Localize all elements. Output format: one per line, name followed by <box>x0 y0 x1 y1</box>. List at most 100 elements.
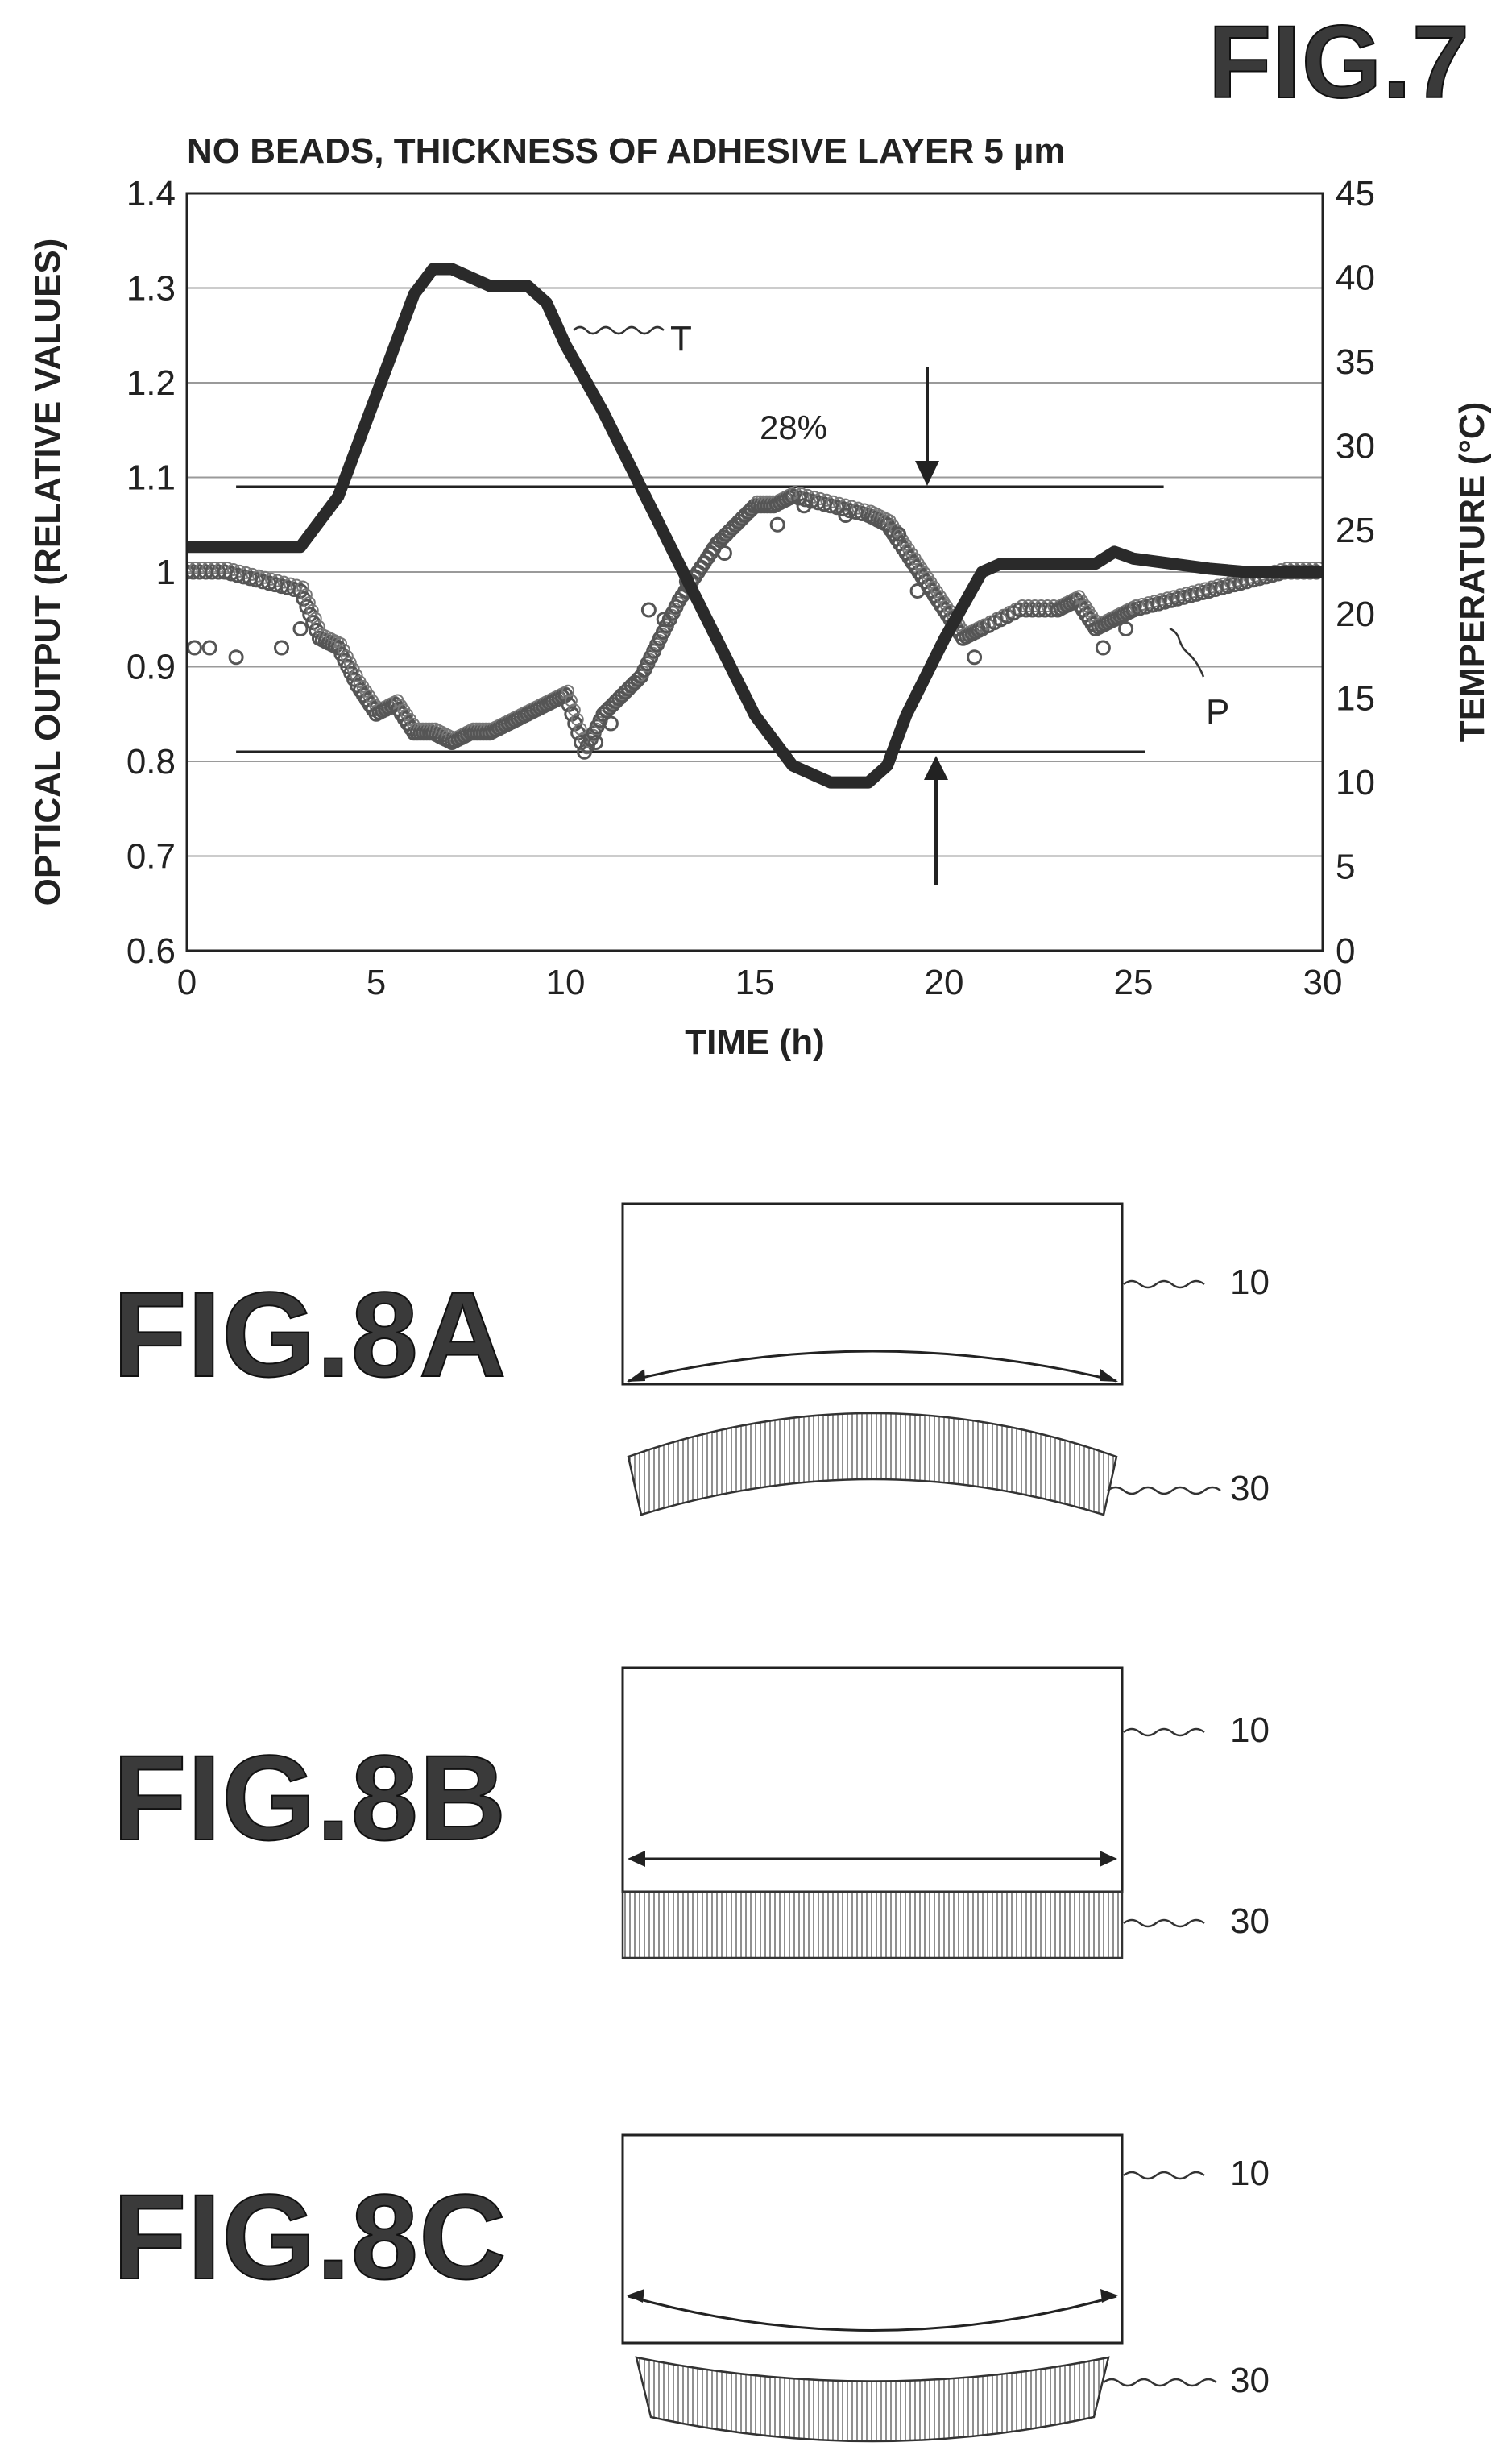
arrowhead-right <box>1100 1851 1117 1867</box>
y-tick-label: 1.4 <box>126 174 176 214</box>
p-marker <box>603 715 619 732</box>
p-marker <box>588 735 604 750</box>
leader-t <box>573 325 665 335</box>
p-marker <box>838 508 854 523</box>
y2-tick-label: 10 <box>1336 763 1375 802</box>
leader-30 <box>1123 1918 1205 1928</box>
arrowhead-left <box>627 2289 644 2303</box>
arrowhead-left <box>628 1851 645 1867</box>
p-marker <box>346 662 360 676</box>
y2-tick-label: 20 <box>1336 595 1375 634</box>
fig7-chart: NO BEADS, THICKNESS OF ADHESIVE LAYER 5 … <box>28 131 1492 1062</box>
curved-dimension-arrow <box>628 1350 1117 1383</box>
p-marker <box>1217 577 1231 591</box>
series-t-line <box>187 263 1323 789</box>
up-arrow-head <box>924 756 948 780</box>
y-tick-label: 0.7 <box>126 837 176 877</box>
left-axis-label: OPTICAL OUTPUT (RELATIVE VALUES) <box>28 238 68 906</box>
y2-tick-label: 45 <box>1336 174 1375 214</box>
p-marker <box>716 545 732 561</box>
down-arrow-head <box>915 461 939 486</box>
leader-10 <box>1123 2171 1205 2180</box>
p-marker <box>769 516 785 533</box>
ref-30: 30 <box>1230 2361 1270 2400</box>
p-marker <box>1118 621 1134 636</box>
layer-30-curved <box>627 1412 1118 1516</box>
arrowhead-left <box>627 1369 645 1382</box>
p-marker <box>1205 580 1218 594</box>
right-axis-ticks: 0 5 10 15 20 25 30 35 40 45 <box>1336 174 1375 971</box>
grid-lines <box>187 287 1323 857</box>
leader-10 <box>1123 1279 1205 1289</box>
layer-30-flat <box>621 1890 1124 1959</box>
p-marker <box>1179 587 1193 600</box>
x-tick-label: 15 <box>735 963 775 1002</box>
p-marker <box>1141 596 1155 610</box>
p-marker <box>891 526 907 542</box>
y2-tick-label: 5 <box>1336 848 1355 887</box>
ref-10: 10 <box>1230 2154 1270 2193</box>
curved-dimension-arrow <box>628 2295 1117 2332</box>
fig8c-diagram: 10 30 <box>621 2133 1270 2443</box>
y-tick-label: 1.3 <box>126 269 176 309</box>
p-marker <box>1047 599 1061 612</box>
y-tick-label: 0.9 <box>126 648 176 687</box>
y2-tick-label: 25 <box>1336 511 1375 550</box>
plate-10 <box>621 2133 1124 2345</box>
fig8a-diagram: 10 30 <box>621 1202 1270 1516</box>
p-marker <box>1161 591 1174 605</box>
fig8a-figure-label: FIG.8A <box>112 1266 507 1403</box>
p-marker <box>334 637 347 650</box>
fig8c-figure-label: FIG.8C <box>112 2168 507 2305</box>
right-axis-label: TEMPERATURE (°C) <box>1452 402 1492 743</box>
chart-title: NO BEADS, THICKNESS OF ADHESIVE LAYER 5 … <box>187 131 1066 171</box>
p-marker <box>1154 593 1168 607</box>
p-marker <box>292 621 309 636</box>
p-marker <box>909 583 926 599</box>
p-marker <box>1135 598 1149 612</box>
percent-label: 28% <box>760 408 827 446</box>
left-axis-ticks: 0.6 0.7 0.8 0.9 1 1.1 1.2 1.3 1.4 <box>126 174 176 971</box>
ref-10: 10 <box>1230 1263 1270 1302</box>
p-marker <box>1211 578 1224 592</box>
p-marker <box>187 640 202 656</box>
p-marker <box>640 602 657 618</box>
p-marker <box>1167 590 1180 603</box>
series-p-callout: P <box>1169 627 1229 732</box>
percent-annotation: 28% <box>760 367 948 885</box>
leader-10 <box>1123 1727 1205 1737</box>
ref-10: 10 <box>1230 1710 1270 1750</box>
series-p-label: P <box>1206 692 1229 732</box>
y2-tick-label: 40 <box>1336 258 1375 297</box>
plot-frame <box>185 192 1324 952</box>
y2-tick-label: 35 <box>1336 342 1375 382</box>
reference-lines <box>236 485 1164 753</box>
x-tick-label: 0 <box>177 963 197 1002</box>
ref-30: 30 <box>1230 1901 1270 1941</box>
p-marker <box>350 669 363 682</box>
p-marker <box>967 649 983 666</box>
arrowhead-right <box>1100 2289 1118 2303</box>
x-axis-ticks: 0 5 10 15 20 25 30 <box>177 963 1343 1002</box>
p-marker <box>201 640 217 656</box>
x-tick-label: 30 <box>1303 963 1343 1002</box>
p-marker <box>1199 582 1212 595</box>
x-tick-label: 10 <box>546 963 586 1002</box>
p-marker <box>1192 583 1206 597</box>
p-marker <box>1148 595 1162 608</box>
leader-30 <box>1107 1486 1221 1495</box>
x-axis-label: TIME (h) <box>685 1022 825 1062</box>
p-marker <box>337 643 350 657</box>
y-tick-label: 1.2 <box>126 363 176 403</box>
p-marker <box>340 649 354 663</box>
leader-p <box>1169 627 1205 678</box>
p-marker <box>796 498 812 514</box>
y-tick-label: 0.8 <box>126 742 176 782</box>
p-marker <box>1095 640 1111 656</box>
ref-30: 30 <box>1230 1469 1270 1508</box>
p-marker <box>343 656 357 670</box>
y-tick-label: 1.1 <box>126 458 176 498</box>
leader-30 <box>1103 2378 1217 2387</box>
